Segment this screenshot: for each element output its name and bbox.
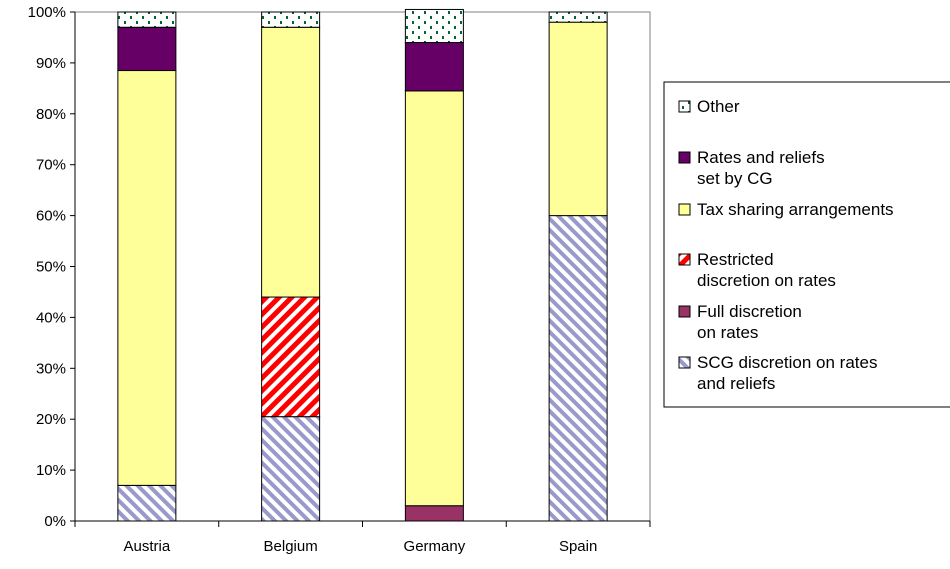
bar-segment-full-germany	[404, 505, 464, 522]
bar-segment-other-belgium	[261, 11, 321, 28]
bar-segment-other-germany	[404, 8, 464, 44]
legend-label-scg: SCG discretion on rates and reliefs	[697, 353, 877, 393]
legend-swatch-tax	[678, 203, 691, 216]
y-tick-label: 40%	[36, 309, 66, 326]
bar-segment-cg-germany	[404, 42, 464, 92]
legend-label-restricted: Restricted discretion on rates	[697, 250, 836, 290]
y-tick-label: 60%	[36, 208, 66, 225]
legend-label-full: Full discretion on rates	[697, 302, 802, 342]
x-category-label: Belgium	[264, 538, 318, 555]
x-category-label: Spain	[559, 538, 597, 555]
legend-label-other: Other	[697, 97, 740, 116]
legend-label-tax: Tax sharing arrangements	[697, 200, 894, 219]
bar-segment-other-austria	[117, 11, 177, 28]
bar-segment-tax-germany	[404, 90, 464, 507]
bar-segment-tax-spain	[548, 21, 608, 217]
bar-segment-scg-belgium	[261, 416, 321, 522]
x-category-label: Austria	[124, 538, 171, 555]
y-tick-label: 100%	[28, 4, 66, 21]
y-tick-label: 70%	[36, 157, 66, 174]
y-tick-label: 20%	[36, 411, 66, 428]
bar-segment-scg-austria	[117, 484, 177, 522]
bar-segment-tax-belgium	[261, 26, 321, 298]
legend-swatch-full	[678, 305, 691, 318]
legend-box	[663, 81, 950, 408]
legend-swatch-cg	[678, 151, 691, 164]
legend-label-cg: Rates and reliefs set by CG	[697, 148, 825, 188]
legend-swatch-scg	[678, 356, 691, 369]
legend-swatch-restricted	[678, 253, 691, 266]
bar-segment-cg-austria	[117, 26, 177, 72]
y-tick-label: 10%	[36, 462, 66, 479]
bar-segment-scg-spain	[548, 215, 608, 522]
y-tick-label: 90%	[36, 55, 66, 72]
y-tick-label: 30%	[36, 360, 66, 377]
bar-segment-other-spain	[548, 11, 608, 23]
y-tick-label: 50%	[36, 259, 66, 276]
bar-segment-tax-austria	[117, 70, 177, 486]
y-tick-label: 0%	[44, 513, 66, 530]
legend-swatch-other	[678, 100, 691, 113]
y-tick-label: 80%	[36, 106, 66, 123]
x-category-label: Germany	[404, 538, 466, 555]
bar-segment-restricted-belgium	[261, 296, 321, 418]
